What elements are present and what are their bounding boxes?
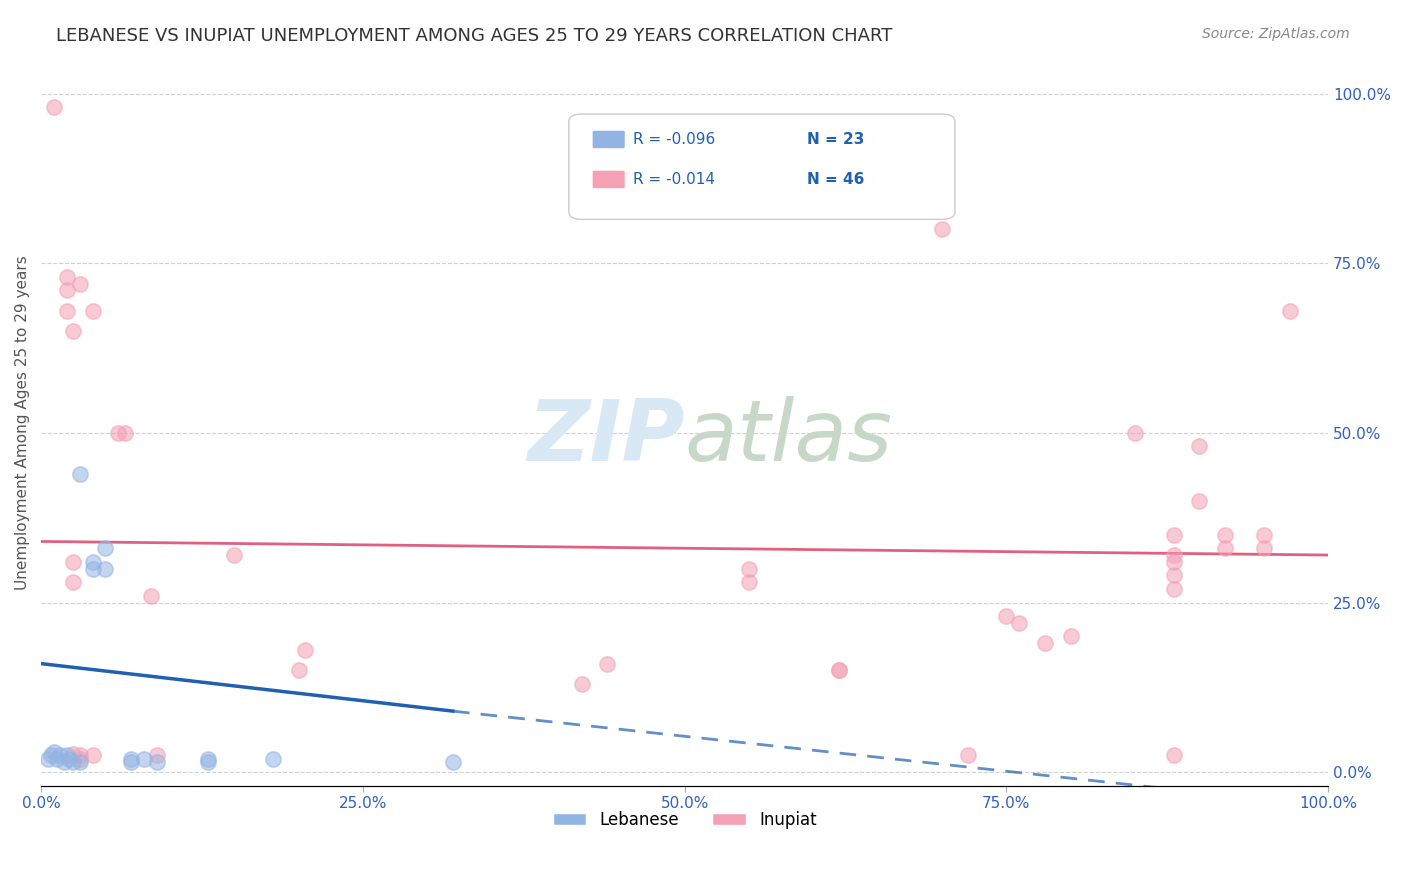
Point bbox=[82, 748, 104, 763]
FancyBboxPatch shape bbox=[592, 130, 626, 149]
Point bbox=[62, 755, 84, 769]
Point bbox=[56, 748, 79, 763]
Point bbox=[62, 555, 84, 569]
Point bbox=[94, 541, 117, 556]
Point bbox=[62, 324, 84, 338]
Point bbox=[197, 755, 219, 769]
Point bbox=[146, 755, 169, 769]
Point bbox=[287, 664, 309, 678]
Point bbox=[1163, 527, 1185, 541]
Text: R = -0.014: R = -0.014 bbox=[633, 172, 716, 187]
Point bbox=[41, 748, 63, 763]
Point bbox=[596, 657, 619, 671]
Point bbox=[56, 269, 79, 284]
Point bbox=[828, 664, 851, 678]
Text: ZIP: ZIP bbox=[527, 396, 685, 479]
Point bbox=[1163, 582, 1185, 596]
Point bbox=[571, 677, 593, 691]
Point bbox=[1060, 630, 1083, 644]
Point bbox=[69, 277, 91, 291]
Point bbox=[1163, 568, 1185, 582]
Point bbox=[42, 100, 65, 114]
Point bbox=[1188, 440, 1211, 454]
Point bbox=[1188, 493, 1211, 508]
Point bbox=[45, 751, 67, 765]
Point bbox=[58, 751, 80, 765]
Point bbox=[49, 748, 72, 763]
Point bbox=[56, 303, 79, 318]
Point bbox=[42, 745, 65, 759]
Point bbox=[441, 755, 464, 769]
Point bbox=[69, 748, 91, 763]
Point bbox=[37, 751, 59, 765]
Point bbox=[1163, 748, 1185, 763]
Point bbox=[82, 303, 104, 318]
Point bbox=[82, 561, 104, 575]
Point bbox=[69, 751, 91, 765]
Point bbox=[107, 425, 129, 440]
Point bbox=[262, 751, 284, 765]
Point bbox=[69, 755, 91, 769]
Point bbox=[139, 589, 162, 603]
Point bbox=[738, 575, 761, 590]
Text: atlas: atlas bbox=[685, 396, 893, 479]
Point bbox=[1033, 636, 1056, 650]
Point bbox=[1163, 548, 1185, 562]
Point bbox=[1008, 615, 1031, 630]
Point bbox=[197, 751, 219, 765]
Point bbox=[62, 575, 84, 590]
Point bbox=[82, 555, 104, 569]
Point bbox=[828, 664, 851, 678]
Legend: Lebanese, Inupiat: Lebanese, Inupiat bbox=[546, 805, 824, 836]
Point bbox=[738, 561, 761, 575]
Text: LEBANESE VS INUPIAT UNEMPLOYMENT AMONG AGES 25 TO 29 YEARS CORRELATION CHART: LEBANESE VS INUPIAT UNEMPLOYMENT AMONG A… bbox=[56, 27, 893, 45]
Point bbox=[114, 425, 136, 440]
FancyBboxPatch shape bbox=[592, 170, 626, 189]
Point bbox=[69, 467, 91, 481]
Point bbox=[120, 755, 142, 769]
Point bbox=[132, 751, 155, 765]
Point bbox=[1163, 555, 1185, 569]
Point bbox=[995, 609, 1018, 624]
Point bbox=[53, 755, 76, 769]
Point bbox=[94, 561, 117, 575]
Point bbox=[224, 548, 246, 562]
Point bbox=[1213, 527, 1236, 541]
Point bbox=[931, 222, 953, 236]
Text: N = 23: N = 23 bbox=[807, 132, 865, 147]
Point bbox=[1253, 541, 1275, 556]
Point bbox=[146, 748, 169, 763]
Text: R = -0.096: R = -0.096 bbox=[633, 132, 716, 147]
Point bbox=[1123, 425, 1146, 440]
Point bbox=[56, 284, 79, 298]
Point bbox=[62, 747, 84, 761]
Text: N = 46: N = 46 bbox=[807, 172, 865, 187]
FancyBboxPatch shape bbox=[569, 114, 955, 219]
Y-axis label: Unemployment Among Ages 25 to 29 years: Unemployment Among Ages 25 to 29 years bbox=[15, 255, 30, 591]
Point bbox=[1278, 303, 1301, 318]
Point bbox=[1253, 527, 1275, 541]
Point bbox=[956, 748, 979, 763]
Point bbox=[1213, 541, 1236, 556]
Point bbox=[120, 751, 142, 765]
Point bbox=[294, 643, 316, 657]
Text: Source: ZipAtlas.com: Source: ZipAtlas.com bbox=[1202, 27, 1350, 41]
